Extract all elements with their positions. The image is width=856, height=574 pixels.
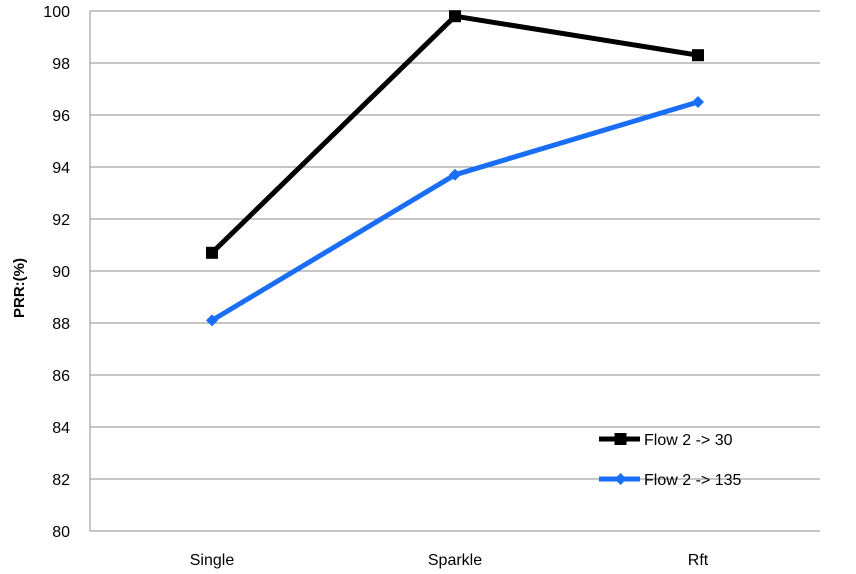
series-1 [206, 96, 704, 327]
legend-entry: Flow 2 -> 30 [599, 432, 733, 449]
data-point-diamond [692, 96, 704, 108]
y-tick-label: 98 [52, 56, 70, 73]
legend-marker [614, 433, 627, 445]
y-axis-title: PRR:(%) [11, 258, 28, 318]
legend-entry: Flow 2 -> 135 [599, 472, 741, 489]
series-0 [206, 10, 704, 259]
series-line [210, 13, 699, 255]
legend-label: Flow 2 -> 135 [644, 472, 741, 489]
legend-marker [614, 473, 627, 485]
x-tick-label: Rft [688, 552, 709, 569]
data-point-square [692, 49, 704, 62]
series-layer [206, 10, 704, 327]
y-tick-label: 92 [52, 212, 70, 229]
y-tick-label: 90 [52, 264, 70, 281]
y-tick-label: 100 [43, 4, 70, 21]
axis-layer: 80 82 84 86 88 90 92 94 96 98 100 Single Sparkle Rft [43, 4, 820, 569]
y-tick-label: 94 [52, 160, 70, 177]
y-tick-label: 86 [52, 368, 70, 385]
data-point-diamond [206, 314, 218, 327]
y-tick-label: 96 [52, 108, 70, 125]
y-tick-label: 88 [52, 316, 70, 333]
data-point-square [449, 10, 461, 23]
series-line [210, 99, 699, 323]
legend-label: Flow 2 -> 30 [644, 432, 733, 449]
data-point-diamond [449, 168, 461, 181]
x-tick-label: Sparkle [428, 552, 482, 569]
y-tick-label: 80 [52, 524, 70, 541]
y-tick-label: 84 [52, 420, 70, 437]
grid-layer [90, 10, 820, 480]
x-tick-label: Single [190, 552, 235, 569]
legend: Flow 2 -> 30 Flow 2 -> 135 [599, 432, 741, 489]
data-point-square [206, 246, 218, 259]
y-tick-label: 82 [52, 472, 70, 489]
